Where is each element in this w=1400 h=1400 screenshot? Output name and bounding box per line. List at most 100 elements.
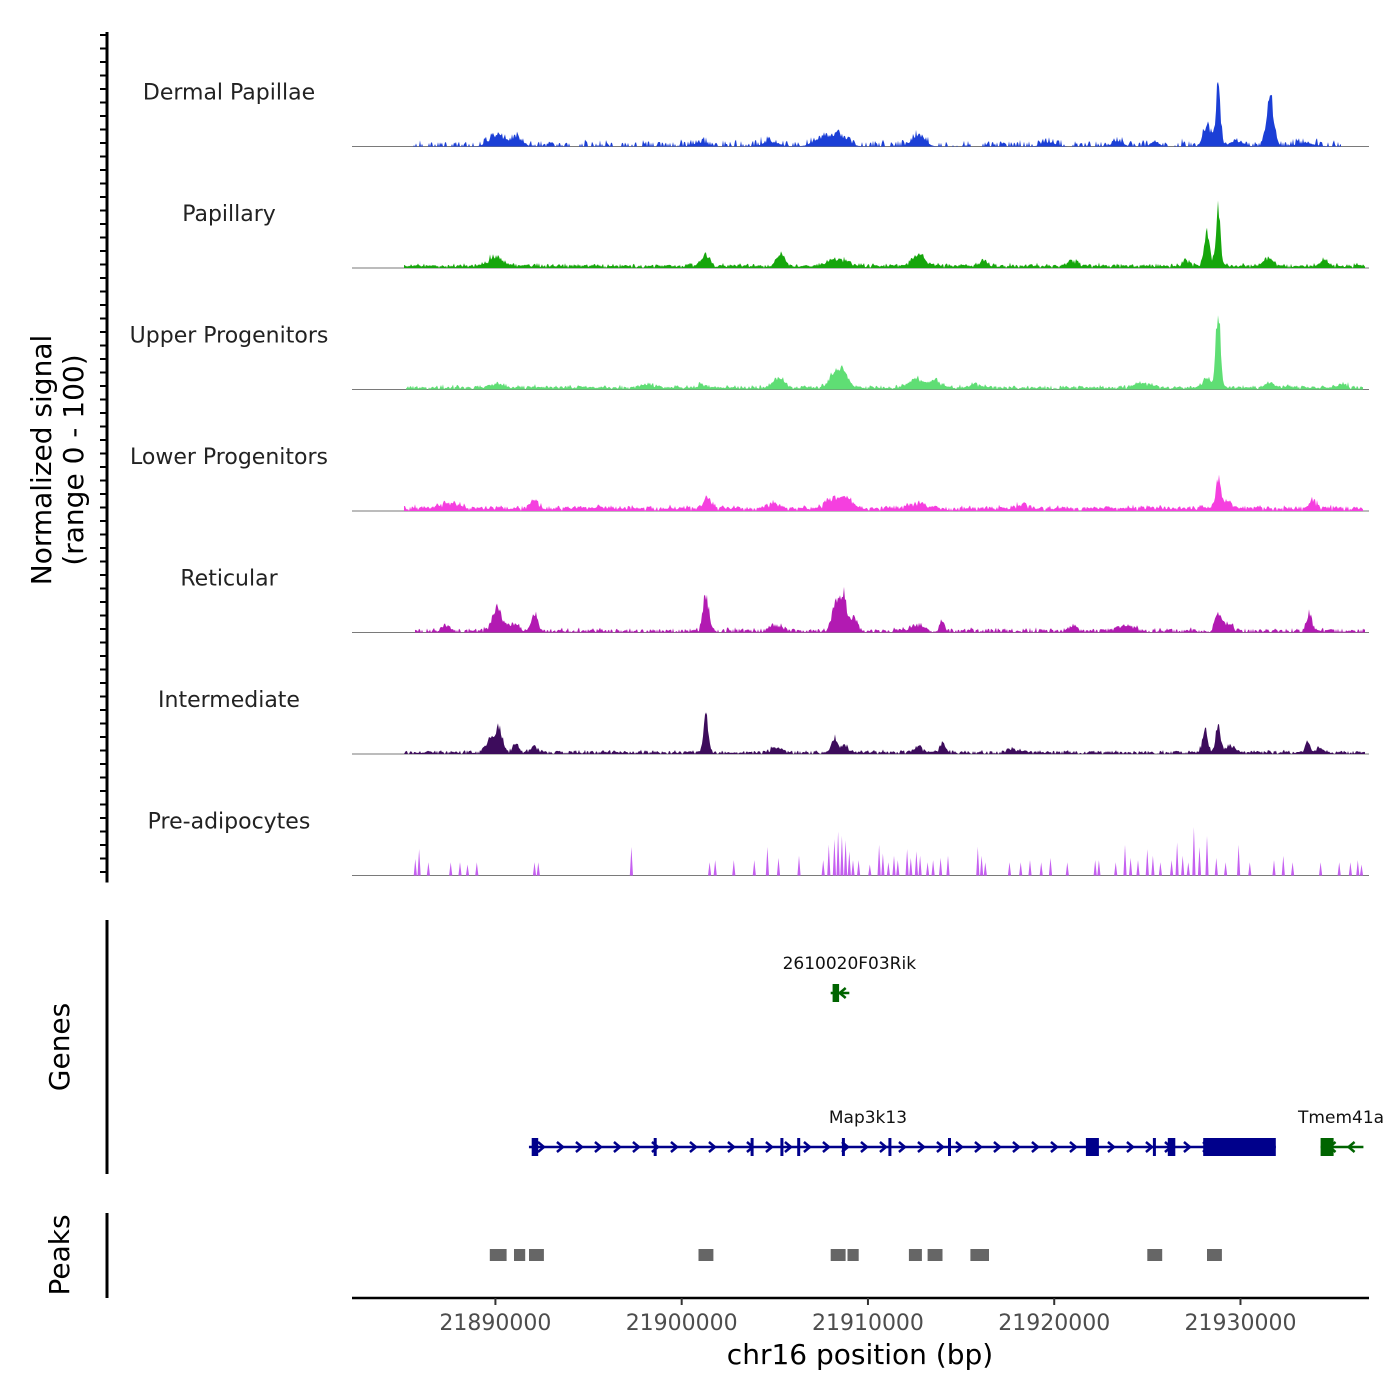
gene-exon	[780, 1138, 784, 1156]
y-axis-title: Normalized signal (range 0 - 100)	[25, 335, 90, 586]
strand-chevron	[936, 1141, 945, 1153]
track-pre-adipocytes: Pre-adipocytes	[148, 810, 1369, 876]
signal-spike	[532, 862, 537, 876]
signal-spike	[458, 862, 462, 876]
signal-spike	[732, 860, 736, 876]
signal-spike	[1007, 862, 1012, 876]
signal-spike	[1192, 827, 1196, 876]
signal-spike	[1136, 860, 1140, 876]
x-tick-label: 21890000	[439, 1311, 551, 1336]
strand-chevron	[917, 1141, 926, 1153]
track-label: Intermediate	[158, 688, 300, 713]
signal-spike	[892, 855, 896, 876]
signal-area	[415, 586, 1365, 633]
signal-spike	[1237, 844, 1241, 876]
signal-spike	[1281, 855, 1285, 876]
signal-spike	[1248, 862, 1252, 876]
x-tick-label: 21920000	[998, 1311, 1110, 1336]
track-intermediate: Intermediate	[158, 688, 1369, 755]
track-label: Dermal Papillae	[143, 81, 315, 106]
gene-exon	[797, 1138, 801, 1156]
signal-spike	[840, 835, 844, 876]
peak-region	[489, 1249, 507, 1261]
signal-spike	[1356, 860, 1360, 876]
track-reticular: Reticular	[180, 567, 1369, 633]
peak-region	[514, 1249, 526, 1261]
signal-spike	[1019, 862, 1023, 876]
strand-chevron	[727, 1141, 736, 1153]
signal-spike	[413, 859, 417, 876]
signal-spike	[1170, 860, 1174, 876]
gene-exon	[1320, 1138, 1334, 1156]
signal-spike	[918, 855, 922, 876]
peak-region	[1207, 1249, 1222, 1261]
signal-spike	[1065, 862, 1069, 876]
signal-spike	[857, 860, 861, 876]
strand-chevron	[1012, 1141, 1021, 1153]
signal-spike	[1151, 855, 1155, 876]
signal-spike	[832, 839, 836, 876]
gene-tmem41a: Tmem41a	[1297, 1108, 1384, 1156]
strand-chevron	[993, 1141, 1002, 1153]
signal-spike	[426, 862, 430, 876]
strand-chevron	[708, 1141, 717, 1153]
signal-spike	[905, 849, 909, 876]
signal-area	[404, 712, 1365, 754]
gene-map3k13: Map3k13	[528, 1108, 1276, 1156]
gene-exon	[832, 984, 840, 1002]
signal-spike	[1093, 860, 1097, 876]
strand-chevron	[974, 1141, 983, 1153]
signal-spike	[465, 864, 470, 876]
signal-tracks: Dermal Papillae Papillary Upper Progenitor…	[130, 81, 1369, 876]
signal-spike	[1348, 862, 1352, 876]
signal-spike	[914, 851, 918, 876]
gene-2610020f03rik: 2610020F03Rik	[783, 954, 917, 1002]
peak-region	[847, 1249, 859, 1261]
signal-area	[406, 315, 1363, 390]
strand-chevron	[1346, 1141, 1356, 1153]
signal-spike	[1097, 860, 1101, 876]
signal-spike	[1048, 857, 1053, 876]
signal-spike	[1039, 862, 1043, 876]
gene-label: 2610020F03Rik	[783, 954, 917, 974]
signal-spike	[1319, 862, 1323, 876]
strand-chevron	[898, 1141, 907, 1153]
signal-spike	[1158, 862, 1162, 876]
signal-spike	[1114, 862, 1118, 876]
signal-area	[404, 200, 1365, 268]
signal-spike	[847, 851, 851, 876]
signal-spike	[896, 860, 900, 876]
signal-spike	[1224, 862, 1228, 876]
y-axis-title-line-1: Normalized signal	[25, 335, 58, 586]
strand-chevron	[765, 1141, 774, 1153]
strand-chevron	[1145, 1141, 1154, 1153]
x-axis: 21890000 21900000 21910000 21920000 21930000	[352, 1296, 1369, 1336]
strand-chevron	[632, 1141, 641, 1153]
strand-chevron	[1050, 1141, 1059, 1153]
gene-exon	[750, 1138, 754, 1156]
peak-region	[927, 1249, 943, 1261]
strand-chevron	[670, 1141, 679, 1153]
track-label: Reticular	[180, 567, 278, 592]
strand-chevron	[613, 1141, 622, 1153]
gene-annotations: 2610020F03Rik Map3k13 Tmem41a	[528, 954, 1384, 1156]
strand-chevron	[822, 1141, 831, 1153]
signal-spike	[1181, 855, 1185, 876]
signal-spike	[752, 860, 756, 876]
track-label: Papillary	[182, 202, 276, 227]
gene-exon	[841, 1138, 845, 1156]
signal-spike	[1028, 860, 1032, 876]
track-label: Upper Progenitors	[130, 324, 329, 349]
strand-chevron	[803, 1141, 812, 1153]
track-label: Lower Progenitors	[130, 445, 328, 470]
signal-spike	[1175, 842, 1179, 876]
signal-spike	[629, 846, 633, 876]
signal-spike	[836, 831, 840, 876]
signal-area	[404, 474, 1363, 511]
track-lower-progenitors: Lower Progenitors	[130, 445, 1369, 512]
signal-spike	[881, 853, 885, 876]
gene-exon	[1203, 1138, 1276, 1156]
strand-chevron	[784, 1141, 793, 1153]
